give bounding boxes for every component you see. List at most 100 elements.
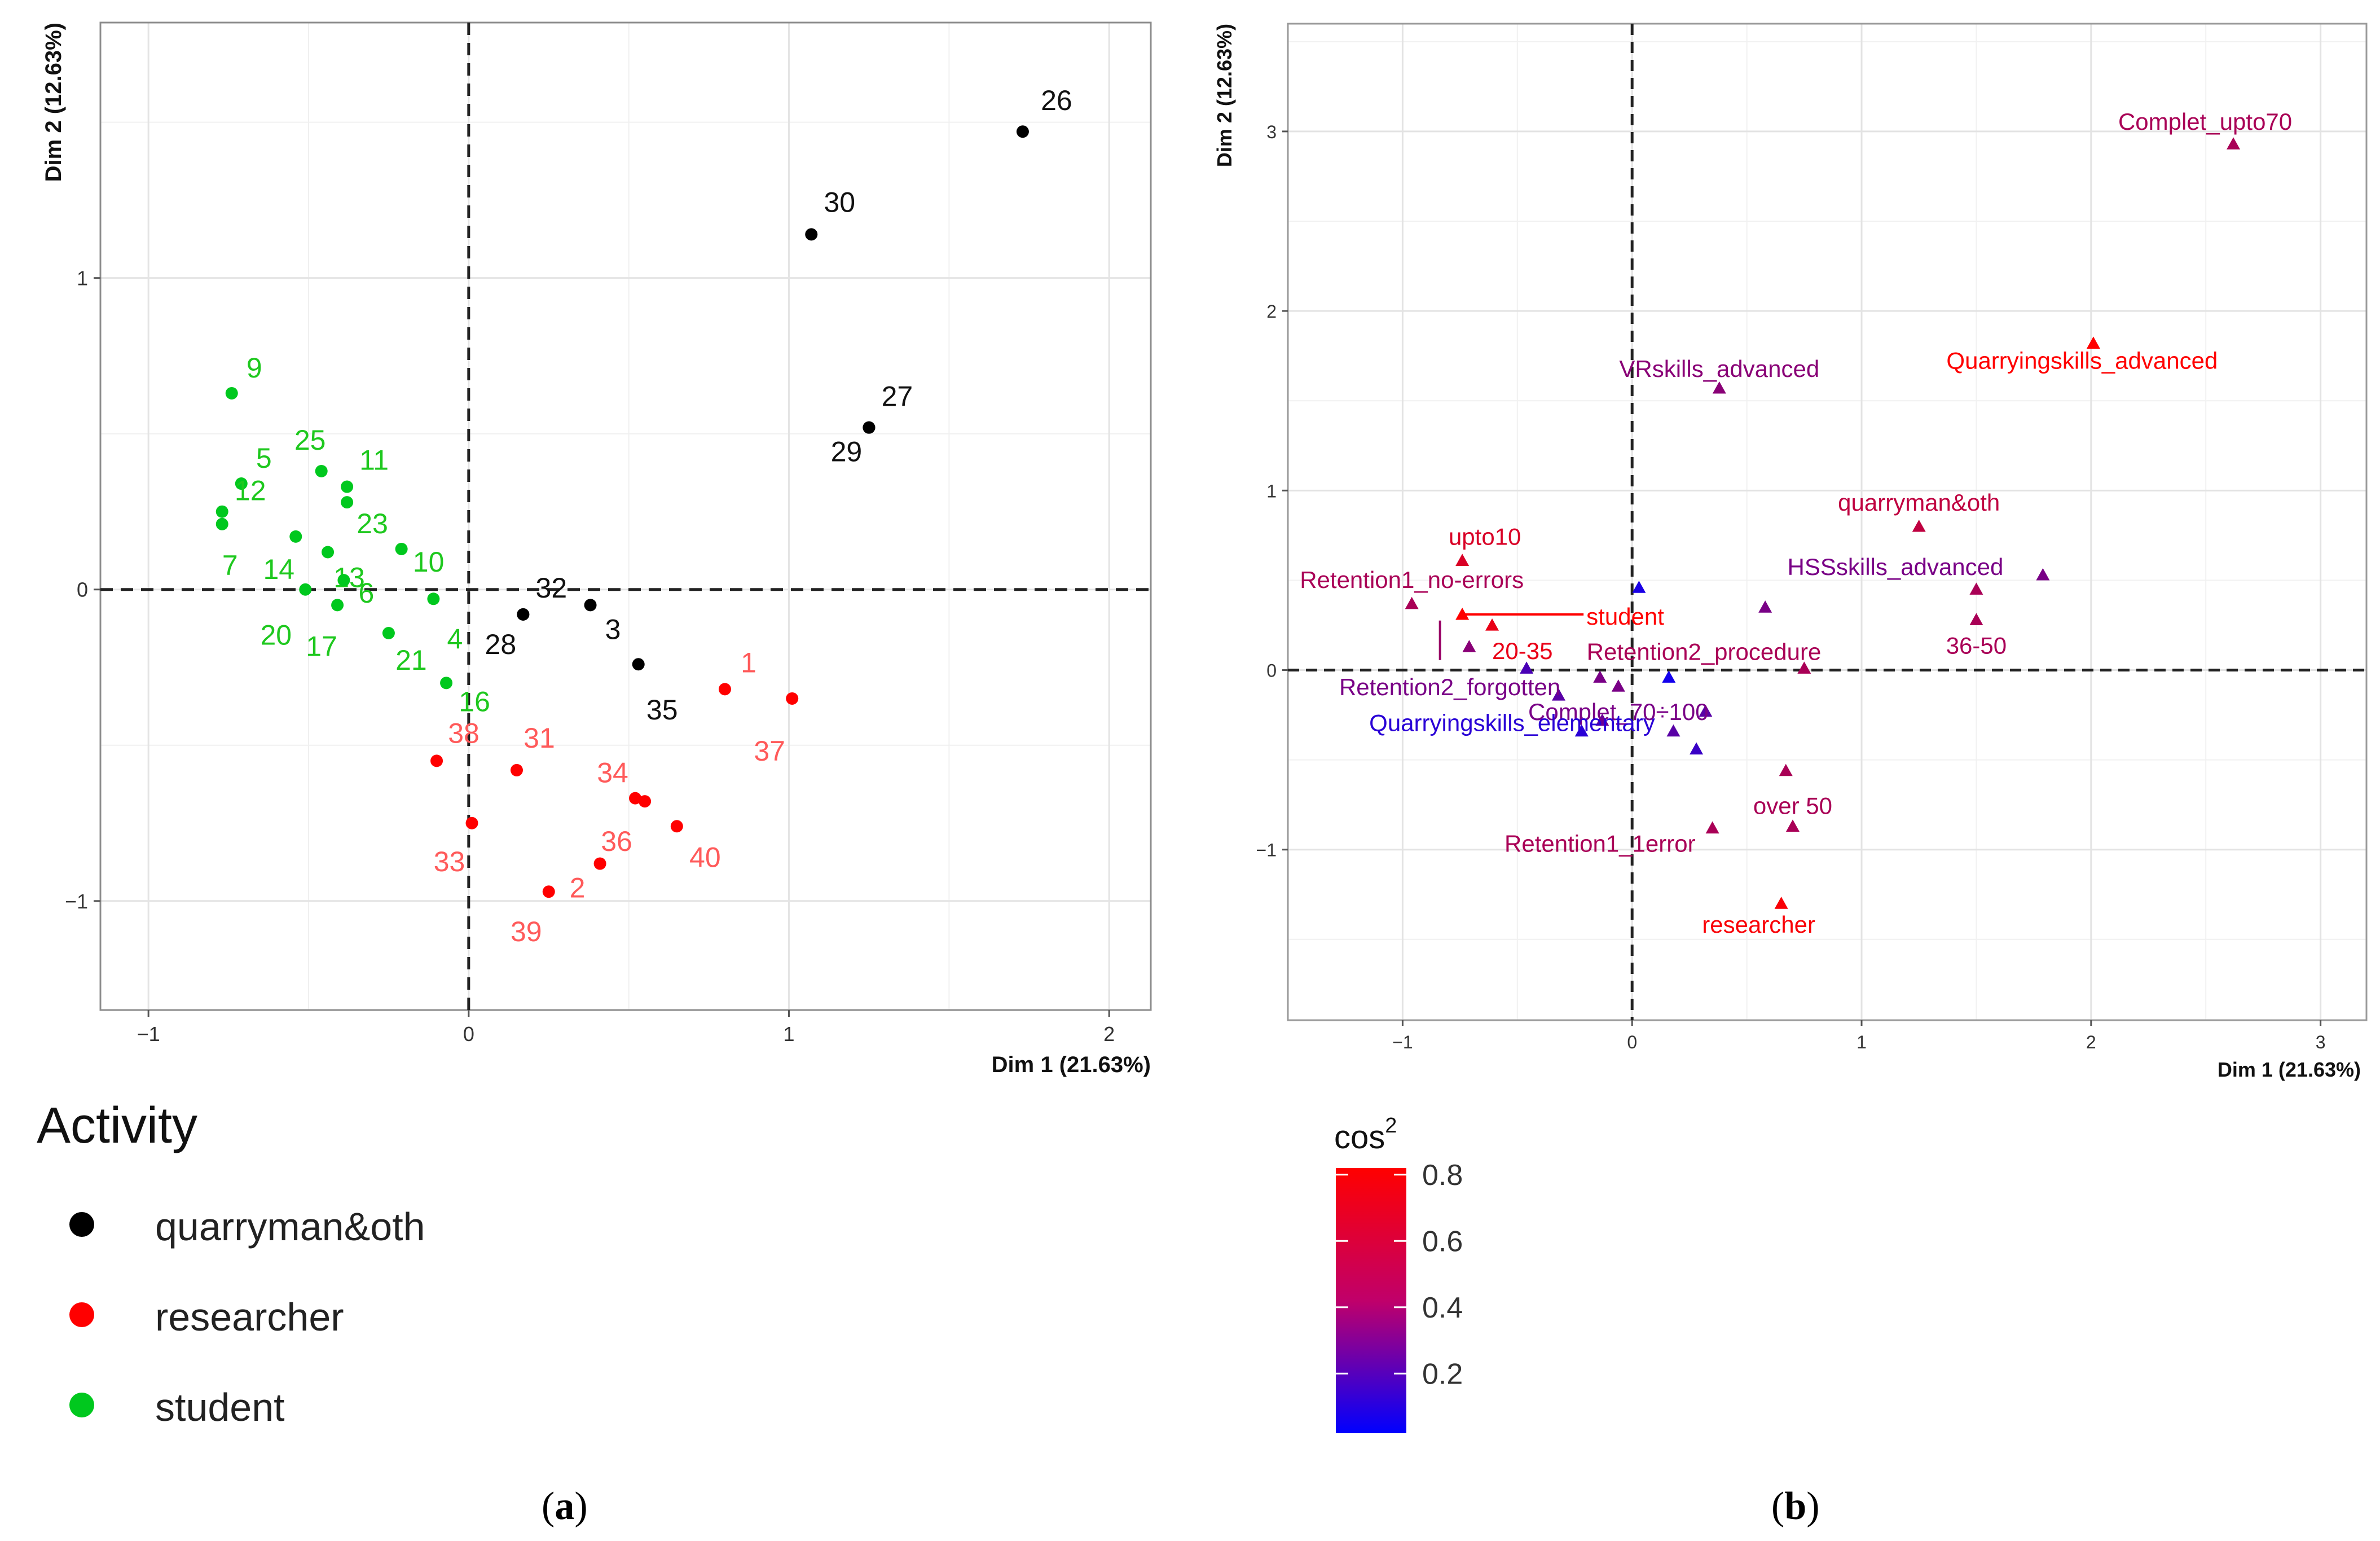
point-20-35 [1485, 618, 1499, 631]
colorbar-bar [1336, 1168, 1406, 1433]
point-6 [337, 574, 350, 587]
point-retention2-procedure [1797, 661, 1811, 674]
point-9 [225, 387, 238, 399]
colorbar-tick-label: 0.4 [1422, 1292, 1463, 1324]
point-label-26: 26 [1041, 85, 1072, 116]
point-label-39: 39 [511, 916, 542, 947]
point-label-16: 16 [459, 686, 490, 717]
y-tick-label: 3 [1266, 122, 1277, 142]
x-tick-label: 1 [1857, 1032, 1867, 1052]
point-unlabeled-3 [1969, 582, 1983, 595]
point-complet-70-100 [1611, 679, 1625, 692]
point-11 [341, 480, 354, 493]
point-28 [517, 608, 530, 621]
point-29 [863, 421, 876, 434]
panel-b-scatter-plot: −1 0 1 2 3 −1 0 1 2 3 Dim 1 (21.63%) Dim 2 (12.63%)… [1213, 23, 2368, 1081]
caption-b-letter: b [1784, 1485, 1807, 1528]
point-label-retention2-forgotten: Retention2_forgotten [1339, 674, 1560, 700]
caption-a: (a) [542, 1484, 588, 1529]
y-tick-label: 1 [1266, 481, 1277, 501]
point-unlabeled-11 [1779, 763, 1793, 776]
x-tick-label: 0 [1627, 1032, 1637, 1052]
y-axis-label: Dim 2 (12.63%) [41, 23, 66, 182]
point-3 [584, 599, 597, 612]
legend-title: Activity [37, 1097, 197, 1154]
point-30 [805, 228, 818, 241]
point-label-2: 2 [570, 872, 586, 904]
x-tick-label: 0 [463, 1022, 474, 1046]
point-17 [331, 599, 344, 612]
point-31 [510, 763, 523, 776]
point-label-hssskills-advanced: HSSskills_advanced [1788, 554, 2004, 580]
point-retention1-1error [1705, 821, 1719, 834]
point-label-14: 14 [263, 554, 294, 585]
point-35 [632, 658, 645, 671]
x-axis-label: Dim 1 (21.63%) [992, 1052, 1151, 1077]
point-4 [427, 592, 440, 605]
point-complet-upto70 [2227, 137, 2241, 150]
point-hssskills-advanced [2036, 568, 2050, 581]
point-37 [786, 692, 799, 705]
legend-entry-researcher: researcher [155, 1295, 344, 1339]
point-label-complet-70-100: Complet_70÷100 [1528, 699, 1709, 725]
point-7 [215, 517, 228, 530]
point-label-researcher: researcher [1702, 911, 1815, 938]
point-40 [670, 820, 683, 833]
legend-key-student [69, 1393, 94, 1417]
point-quarryingskills-advanced [2086, 336, 2100, 349]
point-label-quarryingskills-advanced: Quarryingskills_advanced [1946, 347, 2218, 374]
point-21 [382, 627, 395, 640]
point-unlabeled-5 [1662, 670, 1676, 683]
point-unlabeled-1 [1632, 581, 1646, 593]
point-label-9: 9 [247, 352, 262, 384]
point-34 [629, 792, 642, 805]
point-label-complet-upto70: Complet_upto70 [2118, 108, 2292, 135]
point-quarryman-oth [1912, 519, 1926, 532]
point-label-7: 7 [222, 550, 238, 581]
point-14 [289, 530, 302, 543]
point-label-31: 31 [523, 722, 555, 754]
x-tick-label: 2 [2086, 1032, 2096, 1052]
point-label-10: 10 [413, 546, 445, 578]
x-tick-label: 3 [2316, 1032, 2326, 1052]
legend-key-researcher [69, 1302, 94, 1327]
point-label-retention1-1error: Retention1_1error [1504, 831, 1696, 857]
point-36-50 [1969, 613, 1983, 626]
caption-a-letter: a [555, 1485, 575, 1528]
point-label-1: 1 [741, 647, 756, 678]
point-label-vrskills-advanced: VRskills_advanced [1619, 355, 1819, 382]
point-23 [341, 496, 354, 509]
point-38 [430, 754, 443, 767]
point-33 [465, 816, 478, 829]
point-unlabeled-4 [1520, 661, 1534, 674]
colorbar-tick-label: 0.8 [1422, 1159, 1463, 1192]
point-label-quarryman-oth: quarryman&oth [1838, 489, 2000, 516]
x-tick-label: −1 [1392, 1032, 1413, 1052]
colorbar-title-superscript: 2 [1385, 1114, 1397, 1138]
point-over-50 [1785, 819, 1800, 832]
point-1 [718, 683, 731, 696]
point-label-retention1-no-errors: Retention1_no-errors [1300, 567, 1524, 593]
point-16 [440, 677, 453, 690]
point-label-quarryingskills-elementary: Quarryingskills_elementary [1369, 710, 1655, 736]
point-39 [542, 885, 555, 898]
y-tick-label: 1 [77, 267, 88, 290]
panel-a-legend: Activity quarryman&oth researcher student [37, 1097, 425, 1429]
point-label-38: 38 [448, 717, 479, 749]
point-label-35: 35 [646, 694, 678, 726]
point-label-37: 37 [754, 735, 785, 767]
point-label-upto10: upto10 [1449, 523, 1521, 550]
point-36 [639, 795, 652, 808]
point-label-33: 33 [434, 846, 465, 877]
legend-key-quarryman&oth [69, 1212, 94, 1237]
plot-border [99, 21, 1152, 1011]
y-tick-label: −1 [1256, 840, 1277, 860]
caption-b: (b) [1771, 1484, 1820, 1529]
point-unlabeled-2 [1758, 600, 1772, 613]
point-label-20-35: 20-35 [1492, 638, 1552, 664]
point-label-4: 4 [447, 623, 463, 655]
point-2 [593, 857, 606, 870]
point-label-retention2-procedure: Retention2_procedure [1587, 638, 1822, 665]
legend-entry-quarryman&oth: quarryman&oth [155, 1205, 425, 1249]
